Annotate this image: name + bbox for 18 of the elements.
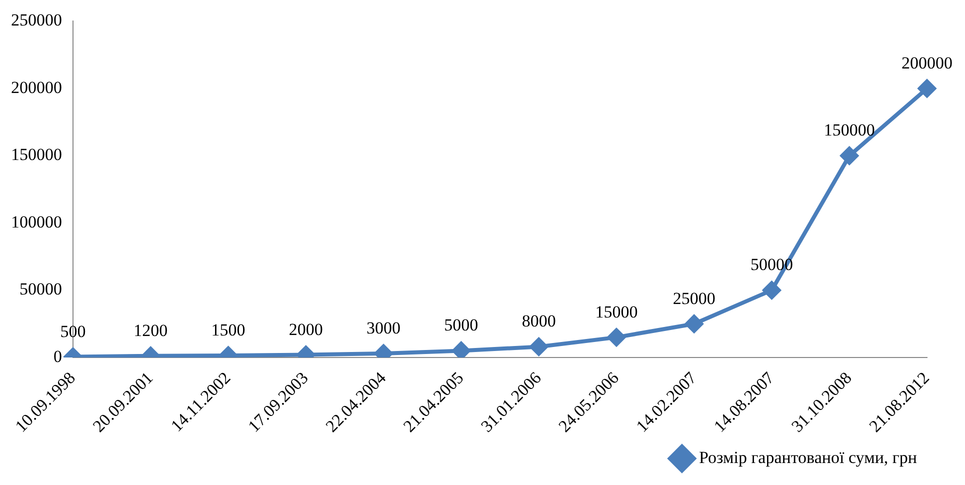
- legend-label: Розмір гарантованої суми, грн: [698, 448, 917, 467]
- data-label: 2000: [288, 320, 323, 339]
- data-label: 500: [60, 322, 86, 341]
- y-tick-label: 0: [54, 346, 62, 366]
- data-label: 25000: [672, 288, 716, 308]
- data-label: 1500: [211, 320, 246, 340]
- data-label: 150000: [824, 120, 875, 140]
- y-tick-label: 250000: [11, 10, 62, 30]
- y-tick-label: 100000: [11, 212, 62, 232]
- data-label: 200000: [902, 53, 952, 72]
- data-label: 8000: [522, 312, 556, 331]
- y-tick-label: 200000: [11, 78, 62, 97]
- y-tick-label: 150000: [11, 145, 62, 164]
- data-label: 15000: [595, 302, 638, 322]
- y-tick-label: 50000: [20, 280, 62, 299]
- data-label: 3000: [366, 318, 401, 338]
- data-label: 1200: [134, 320, 168, 340]
- data-label: 5000: [444, 316, 478, 335]
